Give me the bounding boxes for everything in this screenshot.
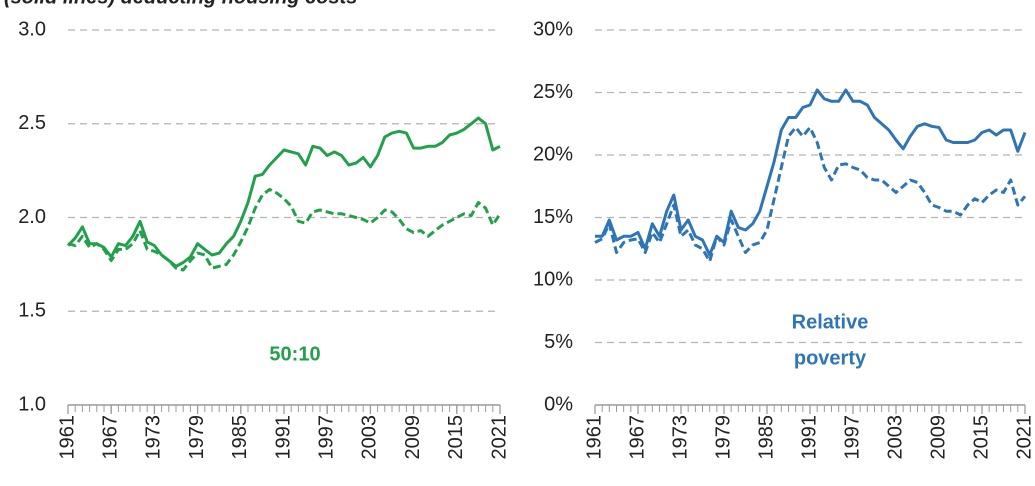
x-tick-label: 1991 — [798, 415, 820, 460]
y-tick-label: 15% — [533, 206, 573, 228]
annotation: Relative — [792, 311, 869, 333]
x-tick-label: 1961 — [583, 415, 605, 460]
x-tick-label: 2009 — [927, 415, 949, 460]
series-line — [594, 126, 1027, 263]
x-tick-label: 2003 — [884, 415, 906, 460]
annotation: 50:10 — [269, 343, 320, 365]
y-tick-label: 3.0 — [18, 18, 46, 40]
y-tick-label: 5% — [544, 331, 573, 353]
x-tick-label: 1961 — [56, 415, 78, 460]
x-tick-label: 2003 — [359, 415, 381, 460]
x-tick-label: 2021 — [1013, 415, 1035, 460]
x-tick-label: 2015 — [445, 415, 467, 460]
y-tick-label: 2.5 — [18, 112, 46, 134]
y-tick-label: 1.0 — [18, 393, 46, 415]
x-tick-label: 2021 — [488, 415, 510, 460]
x-tick-label: 2015 — [970, 415, 992, 460]
x-tick-label: 1967 — [626, 415, 648, 460]
y-tick-label: 0% — [544, 393, 573, 415]
x-tick-label: 1967 — [99, 415, 121, 460]
series-line — [67, 187, 502, 272]
x-tick-label: 1997 — [315, 415, 337, 460]
chart-title: (solid lines) deducting housing costs — [4, 0, 357, 8]
x-tick-label: 1979 — [712, 415, 734, 460]
series-line — [66, 116, 501, 268]
x-tick-label: 1997 — [841, 415, 863, 460]
x-tick-label: 1973 — [669, 415, 691, 460]
y-tick-label: 30% — [533, 18, 573, 40]
y-tick-label: 10% — [533, 268, 573, 290]
x-tick-label: 1985 — [755, 415, 777, 460]
x-tick-label: 1985 — [229, 415, 251, 460]
y-tick-label: 1.5 — [18, 300, 46, 322]
x-tick-label: 1979 — [186, 415, 208, 460]
annotation: poverty — [794, 347, 867, 369]
x-tick-label: 1991 — [272, 415, 294, 460]
y-tick-label: 2.0 — [18, 206, 46, 228]
x-tick-label: 2009 — [402, 415, 424, 460]
y-tick-label: 20% — [533, 143, 573, 165]
series-line — [595, 88, 1027, 257]
x-tick-label: 1973 — [143, 415, 165, 460]
y-tick-label: 25% — [533, 81, 573, 103]
